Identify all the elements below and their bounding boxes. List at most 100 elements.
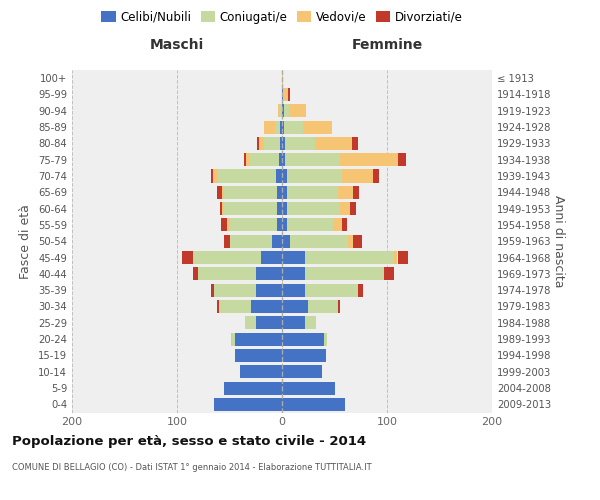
- Bar: [279, 153, 282, 166]
- Bar: [282, 332, 324, 345]
- Bar: [280, 104, 282, 118]
- Bar: [287, 202, 340, 215]
- Bar: [256, 268, 282, 280]
- Bar: [394, 251, 397, 264]
- Bar: [289, 104, 306, 118]
- Bar: [340, 202, 350, 215]
- Bar: [282, 349, 326, 362]
- Bar: [193, 268, 198, 280]
- Bar: [224, 234, 229, 248]
- Y-axis label: Anni di nascita: Anni di nascita: [552, 195, 565, 288]
- Bar: [314, 137, 352, 150]
- Bar: [284, 120, 303, 134]
- Bar: [271, 234, 282, 248]
- Bar: [245, 316, 256, 330]
- Bar: [276, 170, 282, 182]
- Bar: [282, 300, 308, 313]
- Bar: [285, 153, 340, 166]
- Bar: [211, 284, 214, 296]
- Bar: [235, 349, 282, 362]
- Legend: Celibi/Nubili, Coniugati/e, Vedovi/e, Divorziati/e: Celibi/Nubili, Coniugati/e, Vedovi/e, Di…: [97, 6, 467, 28]
- Text: Femmine: Femmine: [352, 38, 422, 52]
- Bar: [259, 137, 264, 150]
- Bar: [246, 153, 250, 166]
- Bar: [282, 218, 287, 232]
- Bar: [342, 170, 373, 182]
- Bar: [282, 234, 290, 248]
- Bar: [235, 332, 282, 345]
- Bar: [350, 202, 355, 215]
- Bar: [240, 365, 282, 378]
- Bar: [198, 268, 256, 280]
- Bar: [256, 284, 282, 296]
- Bar: [227, 218, 229, 232]
- Bar: [289, 88, 290, 101]
- Bar: [220, 202, 222, 215]
- Bar: [282, 202, 287, 215]
- Bar: [251, 300, 282, 313]
- Bar: [244, 153, 247, 166]
- Bar: [278, 104, 280, 118]
- Bar: [211, 170, 213, 182]
- Bar: [285, 137, 314, 150]
- Bar: [348, 234, 353, 248]
- Bar: [308, 300, 338, 313]
- Bar: [277, 218, 282, 232]
- Bar: [277, 202, 282, 215]
- Bar: [324, 332, 327, 345]
- Bar: [282, 365, 322, 378]
- Bar: [282, 120, 284, 134]
- Bar: [353, 186, 359, 199]
- Bar: [224, 202, 277, 215]
- Bar: [290, 234, 348, 248]
- Bar: [264, 137, 280, 150]
- Bar: [282, 382, 335, 394]
- Bar: [282, 137, 285, 150]
- Bar: [287, 170, 342, 182]
- Bar: [338, 300, 340, 313]
- Text: COMUNE DI BELLAGIO (CO) - Dati ISTAT 1° gennaio 2014 - Elaborazione TUTTITALIA.I: COMUNE DI BELLAGIO (CO) - Dati ISTAT 1° …: [12, 464, 371, 472]
- Bar: [305, 316, 316, 330]
- Bar: [282, 153, 285, 166]
- Bar: [229, 218, 277, 232]
- Bar: [373, 170, 379, 182]
- Bar: [282, 268, 305, 280]
- Bar: [275, 120, 280, 134]
- Bar: [398, 251, 408, 264]
- Bar: [342, 218, 347, 232]
- Bar: [213, 170, 218, 182]
- Bar: [305, 251, 394, 264]
- Bar: [283, 88, 284, 101]
- Bar: [277, 186, 282, 199]
- Bar: [284, 104, 289, 118]
- Bar: [219, 300, 251, 313]
- Bar: [358, 284, 363, 296]
- Bar: [334, 218, 342, 232]
- Bar: [250, 153, 279, 166]
- Bar: [282, 316, 305, 330]
- Bar: [224, 186, 277, 199]
- Bar: [217, 186, 222, 199]
- Bar: [280, 120, 282, 134]
- Bar: [282, 88, 283, 101]
- Bar: [305, 284, 358, 296]
- Bar: [303, 120, 332, 134]
- Bar: [230, 332, 232, 345]
- Bar: [353, 234, 362, 248]
- Bar: [338, 186, 353, 199]
- Bar: [282, 170, 287, 182]
- Bar: [221, 218, 227, 232]
- Bar: [224, 382, 282, 394]
- Bar: [214, 398, 282, 411]
- Bar: [182, 251, 193, 264]
- Bar: [282, 104, 284, 118]
- Bar: [214, 284, 256, 296]
- Bar: [305, 268, 384, 280]
- Bar: [222, 186, 224, 199]
- Bar: [398, 153, 406, 166]
- Bar: [193, 251, 261, 264]
- Bar: [232, 332, 235, 345]
- Bar: [264, 120, 275, 134]
- Bar: [257, 137, 259, 150]
- Text: Maschi: Maschi: [150, 38, 204, 52]
